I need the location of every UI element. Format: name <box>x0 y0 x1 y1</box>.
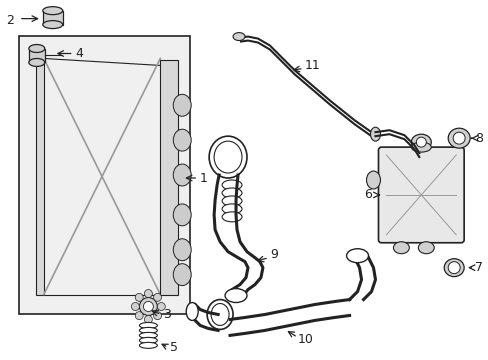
Bar <box>42 11 62 24</box>
Bar <box>19 36 190 315</box>
Ellipse shape <box>139 323 157 328</box>
Circle shape <box>144 289 152 298</box>
Text: 11: 11 <box>304 59 320 72</box>
Ellipse shape <box>417 242 433 254</box>
Text: 7: 7 <box>474 261 482 274</box>
Ellipse shape <box>410 134 430 150</box>
Ellipse shape <box>29 58 45 67</box>
Circle shape <box>452 132 464 144</box>
Ellipse shape <box>224 289 246 302</box>
Ellipse shape <box>366 171 380 189</box>
Ellipse shape <box>393 242 408 254</box>
Ellipse shape <box>173 94 191 116</box>
Circle shape <box>153 293 161 301</box>
Circle shape <box>135 293 143 301</box>
Text: 10: 10 <box>297 333 313 346</box>
Bar <box>160 60 178 294</box>
Ellipse shape <box>214 141 242 173</box>
Circle shape <box>447 262 459 274</box>
Circle shape <box>135 312 143 320</box>
Ellipse shape <box>207 300 233 329</box>
Ellipse shape <box>173 129 191 151</box>
Circle shape <box>131 302 139 310</box>
Circle shape <box>153 312 161 320</box>
Circle shape <box>143 302 153 311</box>
Bar <box>29 49 45 62</box>
Text: 3: 3 <box>163 308 171 321</box>
Ellipse shape <box>222 180 242 190</box>
Ellipse shape <box>233 32 244 41</box>
Ellipse shape <box>139 342 157 348</box>
Ellipse shape <box>447 128 469 148</box>
Ellipse shape <box>222 196 242 206</box>
Ellipse shape <box>139 332 157 338</box>
Ellipse shape <box>222 188 242 198</box>
Text: 2: 2 <box>6 14 14 27</box>
Ellipse shape <box>29 45 45 53</box>
Ellipse shape <box>410 142 430 152</box>
Ellipse shape <box>173 164 191 186</box>
Text: 8: 8 <box>474 132 482 145</box>
Text: 4: 4 <box>76 47 83 60</box>
Ellipse shape <box>443 259 463 276</box>
Circle shape <box>415 137 426 147</box>
Text: 6: 6 <box>364 188 372 202</box>
FancyBboxPatch shape <box>378 147 463 243</box>
Ellipse shape <box>222 204 242 214</box>
Ellipse shape <box>370 127 380 141</box>
Ellipse shape <box>186 302 198 320</box>
Ellipse shape <box>222 212 242 222</box>
Ellipse shape <box>209 136 246 178</box>
Ellipse shape <box>173 239 191 261</box>
Bar <box>36 58 44 294</box>
Ellipse shape <box>211 303 228 325</box>
Text: 1: 1 <box>200 171 207 185</box>
Circle shape <box>144 315 152 323</box>
Circle shape <box>157 302 165 310</box>
Ellipse shape <box>173 264 191 285</box>
Circle shape <box>139 298 157 315</box>
Ellipse shape <box>42 21 62 28</box>
Ellipse shape <box>42 7 62 15</box>
Ellipse shape <box>173 204 191 226</box>
Text: 9: 9 <box>269 248 277 261</box>
Ellipse shape <box>139 337 157 343</box>
Polygon shape <box>44 58 160 294</box>
Ellipse shape <box>346 249 368 263</box>
Ellipse shape <box>139 328 157 333</box>
Text: 5: 5 <box>170 341 178 354</box>
